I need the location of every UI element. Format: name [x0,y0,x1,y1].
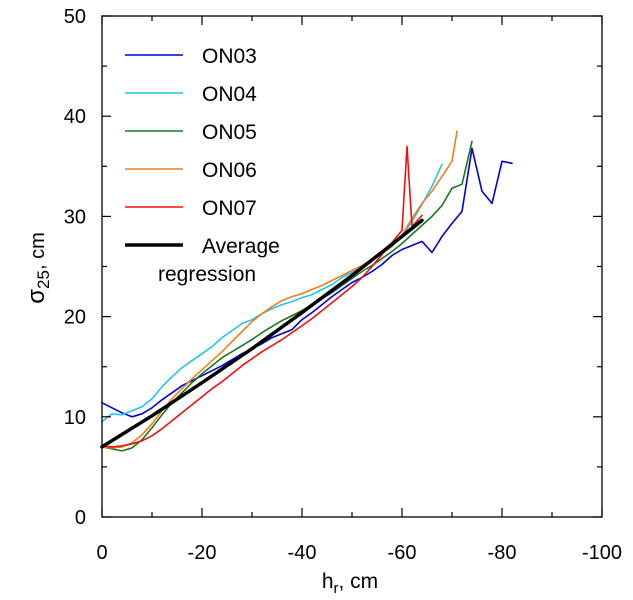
series-line-average-regression [100,218,424,449]
legend: ON03 ON04 ON05 ON06 ON07 Average regression [125,45,280,286]
x-tick-label: 0 [96,542,107,564]
y-axis-title: σ25, cm [23,232,53,304]
legend-label: ON06 [202,159,257,182]
legend-label: ON04 [202,83,257,106]
y-tick-label: 40 [64,106,86,128]
tick-layer: 0 -20 -40 -60 -80 -100 0 10 20 30 40 50 [64,6,622,564]
y-tick-label: 50 [64,6,86,28]
x-tick-label: -40 [288,542,317,564]
x-axis-title: hr, cm [322,570,378,597]
series-layer [100,130,513,452]
legend-label: regression [158,263,256,286]
series-line-on07 [101,145,423,448]
y-tick-label: 20 [64,307,86,329]
y-tick-label: 10 [64,407,86,429]
legend-label: Average [202,235,280,258]
series-line-on03 [101,147,513,418]
legend-label: ON07 [202,197,257,220]
x-tick-label: -80 [488,542,517,564]
x-tick-label: -60 [388,542,417,564]
x-tick-label: -100 [582,542,622,564]
y-tick-label: 0 [75,507,86,529]
legend-label: ON03 [202,45,257,68]
y-tick-label: 30 [64,206,86,228]
x-tick-label: -20 [188,542,217,564]
series-line-on05 [101,140,473,452]
legend-label: ON05 [202,121,257,144]
